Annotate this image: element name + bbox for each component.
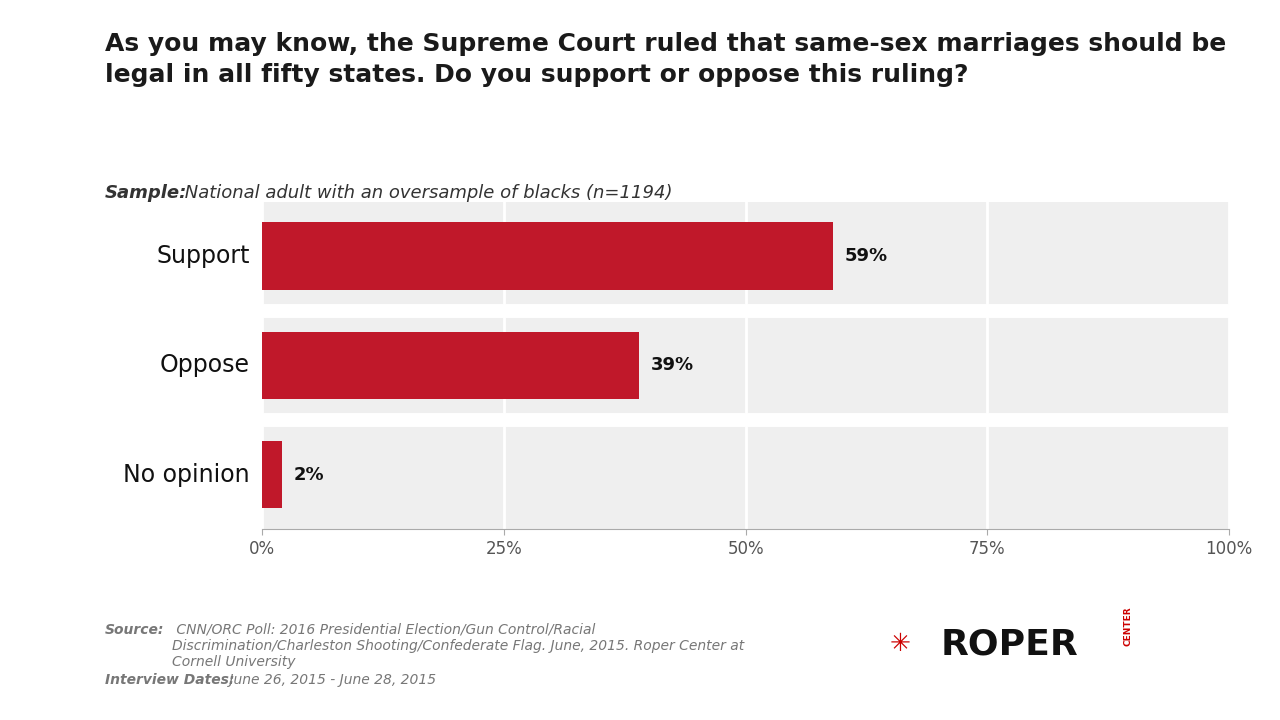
Text: National adult with an oversample of blacks (n=1194): National adult with an oversample of bla… xyxy=(179,184,673,202)
Text: No opinion: No opinion xyxy=(123,463,250,487)
Text: 2%: 2% xyxy=(293,466,324,484)
Text: 39%: 39% xyxy=(652,356,694,374)
Text: 59%: 59% xyxy=(845,247,887,265)
Text: ROPER: ROPER xyxy=(941,627,1079,662)
Text: Oppose: Oppose xyxy=(160,354,250,377)
Text: Support: Support xyxy=(156,244,250,268)
Bar xyxy=(262,222,832,290)
Text: Interview Dates:: Interview Dates: xyxy=(105,673,234,687)
Text: Sample:: Sample: xyxy=(105,184,187,202)
Text: CNN/ORC Poll: 2016 Presidential Election/Gun Control/Racial
Discrimination/Charl: CNN/ORC Poll: 2016 Presidential Election… xyxy=(172,623,744,669)
Bar xyxy=(262,441,282,508)
Text: Source:: Source: xyxy=(105,623,164,636)
Text: CENTER: CENTER xyxy=(1124,606,1133,647)
Text: As you may know, the Supreme Court ruled that same-sex marriages should be
legal: As you may know, the Supreme Court ruled… xyxy=(105,32,1226,87)
Text: ✳: ✳ xyxy=(890,632,910,657)
Text: June 26, 2015 - June 28, 2015: June 26, 2015 - June 28, 2015 xyxy=(225,673,436,687)
Bar xyxy=(262,331,639,400)
